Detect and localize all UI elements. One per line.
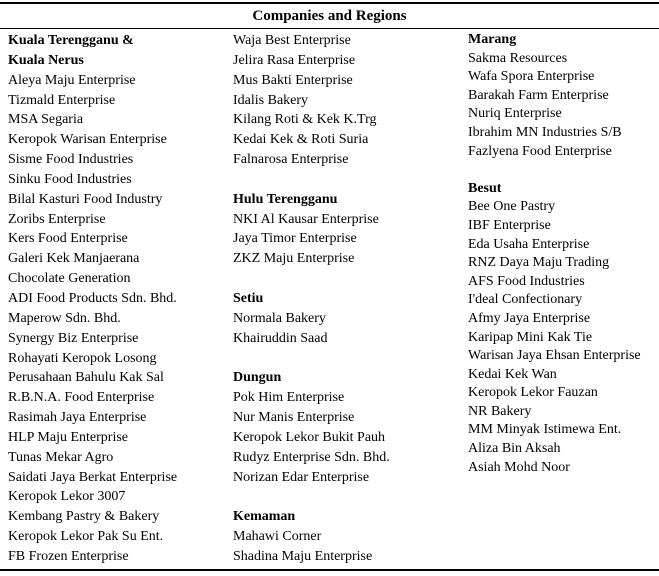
company-name: HLP Maju Enterprise (8, 429, 129, 445)
company-name: Kilang Roti & Kek K.Trg (233, 112, 377, 128)
region-column-1: Kuala Terengganu & Kuala Nerus Aleya Maju … (8, 31, 230, 567)
company-name: MM Minyak Istimewa Ent. (468, 422, 622, 438)
company-name: Rohayati Keropok Losong (8, 350, 157, 366)
region-column-3: Marang Sakma Resources Wafa Spora Enterpri… (468, 31, 658, 477)
region-header: Marang (468, 32, 517, 47)
company-name: Galeri Kek Manjaerana (8, 251, 140, 267)
company-name: Wafa Spora Enterprise (468, 69, 595, 85)
company-name: Karipap Mini Kak Tie (468, 329, 593, 345)
table-title: Companies and Regions (252, 8, 407, 24)
company-name: Sinku Food Industries (8, 171, 132, 187)
company-name: Afmy Jaya Enterprise (468, 310, 591, 326)
company-name: Falnarosa Enterprise (233, 152, 349, 168)
company-name: Bilal Kasturi Food Industry (8, 191, 163, 207)
company-name: ZKZ Maju Enterprise (233, 251, 355, 267)
company-name: Jelira Rasa Enterprise (233, 52, 356, 68)
region-header: Hulu Terengganu (233, 191, 338, 207)
company-name: FB Frozen Enterprise (8, 548, 129, 564)
company-name: Aliza Bin Aksah (468, 441, 561, 457)
blank-line (233, 349, 465, 369)
company-name: Waja Best Enterprise (233, 33, 351, 48)
table-header-rule (0, 28, 659, 29)
company-name: Tunas Mekar Agro (8, 449, 114, 465)
company-name: Fazlyena Food Enterprise (468, 143, 612, 159)
company-name: Synergy Biz Enterprise (8, 330, 139, 346)
region-header: Kuala Terengganu & (8, 33, 134, 48)
company-name: IBF Enterprise (468, 217, 551, 233)
region-header: Setiu (233, 290, 264, 306)
company-name: Khairuddin Saad (233, 330, 328, 346)
company-name: R.B.N.A. Food Enterprise (8, 390, 155, 406)
company-name: Eda Usaha Enterprise (468, 236, 590, 252)
company-name: Chocolate Generation (8, 271, 131, 287)
company-name: Norizan Edar Enterprise (233, 469, 370, 485)
company-name: Kedai Kek Wan (468, 366, 557, 382)
company-name: Tizmald Enterprise (8, 92, 116, 108)
company-name: Aleya Maju Enterprise (8, 72, 136, 88)
company-name: Nuriq Enterprise (468, 106, 562, 122)
company-name: Sisme Food Industries (8, 152, 134, 168)
company-name: Zoribs Enterprise (8, 211, 106, 227)
blank-line (233, 269, 465, 289)
company-name: Normala Bakery (233, 310, 326, 326)
table-bottom-rule (0, 569, 659, 571)
company-name: Rasimah Jaya Enterprise (8, 410, 147, 426)
company-name: ADI Food Products Sdn. Bhd. (8, 290, 177, 306)
company-name: Sakma Resources (468, 50, 568, 66)
company-name: Keropok Lekor Fauzan (468, 385, 598, 401)
company-name: Ibrahim MN Industries S/B (468, 124, 622, 140)
company-name: Rudyz Enterprise Sdn. Bhd. (233, 449, 390, 465)
company-name: Nur Manis Enterprise (233, 410, 355, 426)
company-name: Keropok Warisan Enterprise (8, 132, 167, 148)
company-name: Mus Bakti Enterprise (233, 72, 353, 88)
blank-line (468, 161, 658, 180)
company-name: Keropok Lekor Bukit Pauh (233, 429, 386, 445)
company-name: Pok Him Enterprise (233, 390, 345, 406)
company-name: Shadina Maju Enterprise (233, 548, 373, 564)
company-name: NR Bakery (468, 403, 532, 419)
region-column-2: Waja Best Enterprise Jelira Rasa Enterpri… (233, 31, 465, 567)
company-name: Mahawi Corner (233, 529, 322, 545)
company-name: Jaya Timor Enterprise (233, 231, 357, 247)
company-name: Barakah Farm Enterprise (468, 87, 609, 103)
company-name: NKI Al Kausar Enterprise (233, 211, 379, 227)
table-top-rule (0, 2, 659, 4)
company-name: I'deal Confectionary (468, 292, 583, 308)
region-header: Kemaman (233, 509, 296, 525)
company-name: Keropok Lekor Pak Su Ent. (8, 529, 164, 545)
region-header: Besut (468, 180, 502, 196)
company-name: Maperow Sdn. Bhd. (8, 310, 121, 326)
company-name: Kedai Kek & Roti Suria (233, 132, 369, 148)
region-header: Kuala Nerus (8, 52, 84, 68)
company-name: Kers Food Enterprise (8, 231, 128, 247)
company-name: RNZ Daya Maju Trading (468, 255, 610, 271)
company-name: Bee One Pastry (468, 199, 556, 215)
company-name: Asiah Mohd Noor (468, 459, 570, 475)
company-name: Saidati Jaya Berkat Enterprise (8, 469, 178, 485)
blank-line (233, 170, 465, 190)
company-name: Perusahaan Bahulu Kak Sal (8, 370, 164, 386)
company-name: Idalis Bakery (233, 92, 309, 108)
company-name: MSA Segaria (8, 112, 84, 128)
blank-line (233, 487, 465, 507)
company-name: AFS Food Industries (468, 273, 585, 289)
company-name: Warisan Jaya Ehsan Enterprise (468, 348, 641, 364)
company-name: Kembang Pastry & Bakery (8, 509, 160, 525)
region-header: Dungun (233, 370, 282, 386)
company-name: Keropok Lekor 3007 (8, 489, 126, 505)
